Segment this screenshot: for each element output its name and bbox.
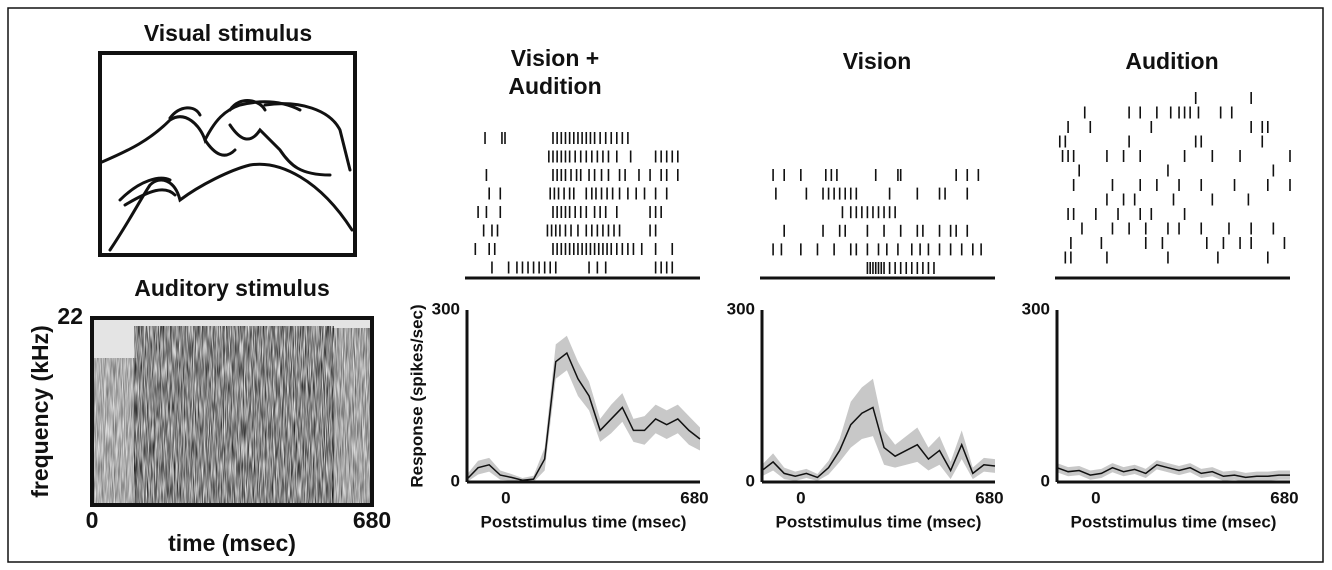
x-axis-label: Poststimulus time (msec) [776, 512, 982, 531]
x-axis-label: Poststimulus time (msec) [481, 512, 687, 531]
hands-drawing [98, 51, 357, 257]
x-axis-label: Poststimulus time (msec) [1071, 512, 1277, 531]
y-axis-label: frequency (kHz) [27, 325, 53, 498]
x-tick-label: 680 [975, 488, 1003, 507]
x-tick-label: 0 [1091, 488, 1100, 507]
chart-title: Audition [1125, 48, 1218, 74]
x-axis-label: time (msec) [168, 530, 296, 556]
y-tick-label: 0 [746, 471, 755, 490]
x-tick-label: 680 [680, 488, 708, 507]
chart-title: Vision [843, 48, 912, 74]
x-tick-label: 0 [796, 488, 805, 507]
y-tick-label: 300 [1022, 299, 1050, 318]
x-tick-label: 0 [86, 507, 99, 533]
frame [7, 7, 1324, 563]
error-band [1057, 460, 1290, 482]
y-tick-label: 0 [1041, 471, 1050, 490]
y-tick-label: 0 [451, 471, 460, 490]
y-tick-label: 300 [432, 299, 460, 318]
psth-line [761, 406, 996, 479]
x-tick-label: 0 [501, 488, 510, 507]
chart-title: Auditory stimulus [134, 275, 330, 301]
psth-line [466, 351, 701, 482]
charts: Auditory stimulus 0 680 22 time (msec) freque… [27, 45, 1299, 556]
y-axis-label: Response (spikes/sec) [407, 304, 426, 487]
spectrogram-energy-tail [332, 328, 372, 505]
error-band [467, 335, 700, 482]
spectrogram-energy [134, 326, 334, 505]
chart-title: Audition [508, 73, 601, 99]
x-tick-label: 680 [353, 507, 391, 533]
y-tick-label: 22 [57, 303, 83, 329]
spectrogram-noise [92, 358, 137, 505]
psth-line [1056, 463, 1290, 479]
visual-title: Visual stimulus [144, 20, 312, 46]
spectrogram-frame [90, 316, 374, 507]
chart-title: Vision + [511, 45, 599, 71]
x-tick-label: 680 [1270, 488, 1298, 507]
y-tick-label: 300 [727, 299, 755, 318]
